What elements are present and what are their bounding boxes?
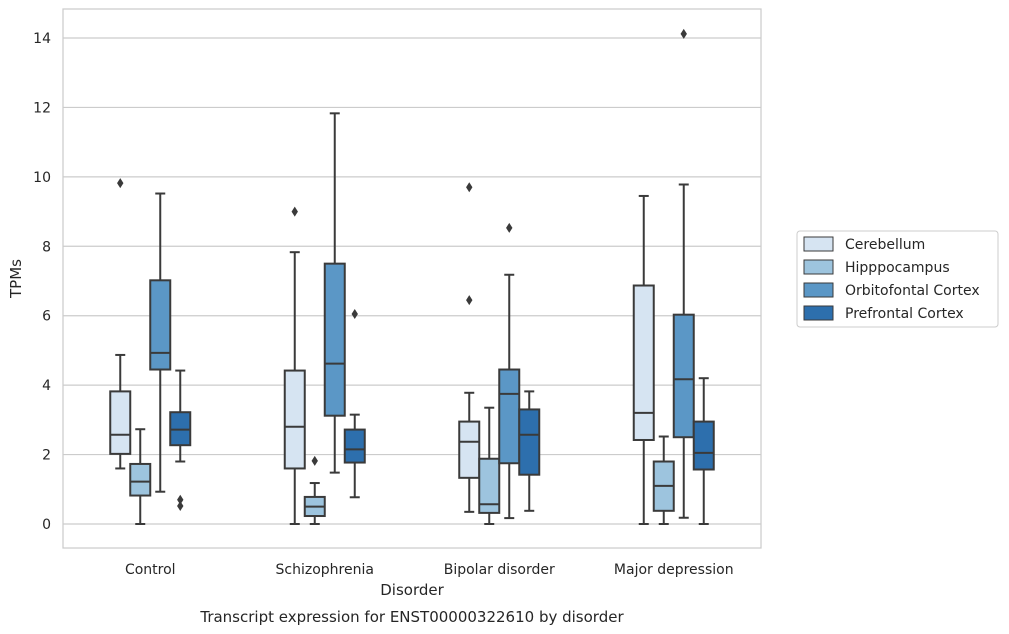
box (632, 284, 655, 441)
box (109, 390, 132, 455)
outlier-point (466, 182, 473, 193)
legend-swatch (803, 236, 834, 252)
legend-entry-label: Orbitofontal Cortex (845, 283, 980, 299)
legend-swatch (803, 259, 834, 275)
y-tick-label: 6 (42, 309, 51, 325)
x-tick-label: Control (125, 562, 176, 578)
box-group (149, 192, 172, 493)
box-group (652, 435, 675, 525)
box (672, 313, 695, 439)
box-group (672, 28, 695, 519)
outlier-point (311, 455, 318, 466)
box-group (169, 369, 192, 511)
box (478, 457, 501, 514)
legend-entry-label: Hipppocampus (845, 260, 950, 276)
box (458, 420, 481, 479)
legend-entry-label: Prefrontal Cortex (845, 306, 964, 322)
x-tick-label: Major depression (614, 562, 734, 578)
box (283, 369, 306, 470)
boxes-layer (109, 28, 715, 525)
x-tick-label: Bipolar disorder (444, 562, 555, 578)
y-tick-label: 12 (33, 100, 51, 116)
box-group (518, 390, 541, 512)
box-group (692, 377, 715, 525)
box-group (632, 194, 655, 525)
y-tick-label: 2 (42, 448, 51, 464)
plot-frame (62, 8, 762, 549)
outlier-point (680, 28, 687, 39)
box-group (458, 182, 481, 513)
legend-frame (796, 230, 999, 328)
y-axis-label: TPMs (7, 259, 25, 299)
box-group (343, 308, 366, 499)
box-group (283, 206, 306, 525)
box-group (129, 428, 152, 525)
x-axis-ticks: Control Schizophrenia Bipolar disorder Majo… (125, 562, 734, 578)
box-group (303, 455, 326, 525)
box-group (323, 112, 346, 474)
legend: Cerebellum Hipppocampus Orbitofontal Corte… (796, 230, 999, 328)
box-group (109, 178, 132, 470)
x-tick-label: Schizophrenia (276, 562, 374, 578)
y-tick-label: 4 (42, 378, 51, 394)
x-axis-label: Disorder (380, 581, 444, 599)
box (692, 420, 715, 471)
outlier-point (466, 295, 473, 306)
outlier-point (351, 308, 358, 319)
box (518, 408, 541, 476)
box (149, 279, 172, 371)
outlier-point (506, 222, 513, 233)
outlier-point (117, 178, 124, 189)
legend-swatch (803, 282, 834, 298)
box-group (478, 406, 501, 525)
y-axis-ticks: 0 2 4 6 8 10 12 14 (33, 31, 51, 533)
y-tick-label: 14 (33, 31, 51, 47)
box (498, 368, 521, 465)
y-tick-label: 8 (42, 239, 51, 255)
outlier-point (291, 206, 298, 217)
box (129, 462, 152, 497)
chart-caption: Transcript expression for ENST0000032261… (199, 608, 624, 626)
box-group (498, 222, 521, 520)
legend-swatch (803, 305, 834, 321)
outlier-point (177, 494, 184, 505)
box (343, 428, 366, 464)
outlier-point (177, 500, 184, 511)
box (323, 262, 346, 417)
legend-entry-label: Cerebellum (845, 237, 925, 253)
y-tick-label: 10 (33, 170, 51, 186)
y-tick-label: 0 (42, 517, 51, 533)
